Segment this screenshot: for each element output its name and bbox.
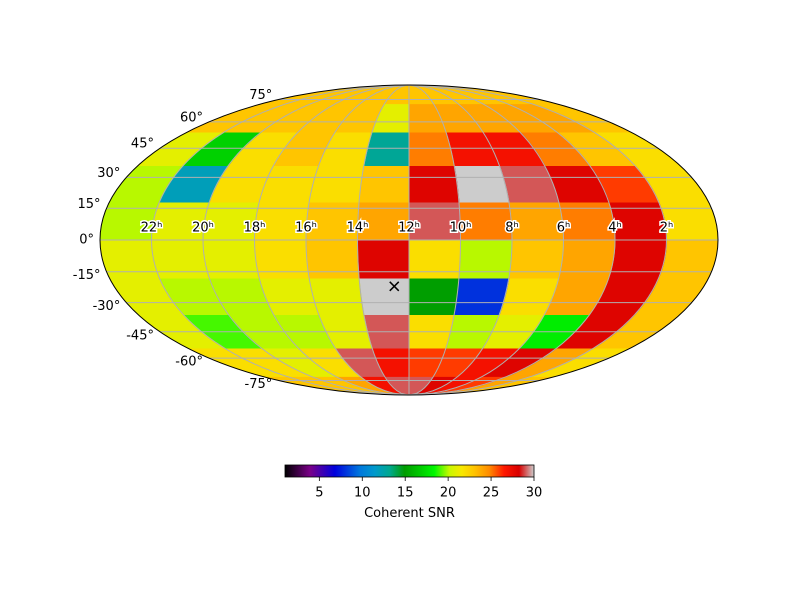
x-tick-label: 20ʰ — [192, 221, 214, 236]
grid-line — [305, 85, 410, 395]
grid-line — [408, 85, 513, 395]
x-tick-label: 10ʰ — [450, 221, 472, 236]
colorbar-tick-label: 30 — [526, 486, 543, 501]
grid-line — [408, 85, 565, 395]
y-tick-label: -15° — [73, 268, 101, 283]
heat-cell — [202, 239, 260, 279]
x-tick-label: 12ʰ — [398, 221, 420, 236]
grid-line — [202, 85, 410, 395]
x-tick-label: 22ʰ — [141, 221, 163, 236]
heat-cell — [253, 239, 310, 279]
y-tick-label: -30° — [93, 299, 121, 314]
heat-cell — [508, 239, 565, 279]
y-tick-label: -75° — [245, 377, 273, 392]
colorbar-label: Coherent SNR — [364, 506, 455, 521]
heat-cell — [453, 164, 510, 203]
y-tick-label: 60° — [180, 110, 203, 125]
x-tick-label: 2ʰ — [660, 221, 674, 236]
heat-cell — [356, 239, 410, 279]
heat-cell — [150, 239, 210, 279]
grid-line — [408, 85, 462, 395]
heat-cell — [408, 277, 460, 316]
heat-cell — [358, 277, 410, 316]
heat-cell — [305, 239, 360, 279]
x-tick-label: 8ʰ — [505, 221, 519, 236]
y-tick-label: 30° — [97, 166, 120, 181]
x-tick-label: 14ʰ — [347, 221, 369, 236]
colorbar-tick-label: 10 — [354, 486, 371, 501]
grid-line — [356, 85, 410, 395]
y-tick-label: -45° — [126, 328, 154, 343]
colorbar-tick-label: 5 — [315, 486, 323, 501]
heat-cell — [608, 239, 668, 279]
y-tick-label: 0° — [79, 233, 94, 248]
colorbar-tick-label: 25 — [483, 486, 500, 501]
heat-cell — [558, 239, 616, 279]
grid-line — [253, 85, 410, 395]
heat-cell — [408, 239, 462, 279]
heat-cell — [453, 277, 510, 316]
x-tick-label: 16ʰ — [295, 221, 317, 236]
y-tick-label: 75° — [249, 88, 272, 103]
heat-cell — [308, 277, 365, 316]
y-tick-label: 45° — [131, 137, 154, 152]
grid — [100, 85, 718, 395]
heat-cell — [458, 239, 513, 279]
map-outline — [99, 84, 719, 396]
heat-cell — [100, 239, 161, 279]
colorbar-tick-label: 20 — [440, 486, 457, 501]
x-tick-label: 18ʰ — [244, 221, 266, 236]
marker — [389, 281, 400, 292]
x-tick-label: 6ʰ — [557, 221, 571, 236]
grid-line — [408, 85, 668, 395]
heat-cell — [408, 164, 460, 203]
grid-line — [150, 85, 410, 395]
x-tick-label: 4ʰ — [608, 221, 622, 236]
colorbar-tick-label: 15 — [397, 486, 414, 501]
axis-labels: -75° -60° -45° -30° -15° 0° 15° 30° 45° 60° 75° 2ʰ 4… — [73, 88, 675, 392]
y-tick-label: -60° — [175, 355, 203, 370]
grid-line — [408, 85, 616, 395]
heat-cell — [358, 164, 410, 203]
y-tick-label: 15° — [77, 197, 100, 212]
heat-cell — [308, 164, 365, 203]
heat-cell — [657, 239, 718, 279]
colorbar — [284, 464, 535, 478]
